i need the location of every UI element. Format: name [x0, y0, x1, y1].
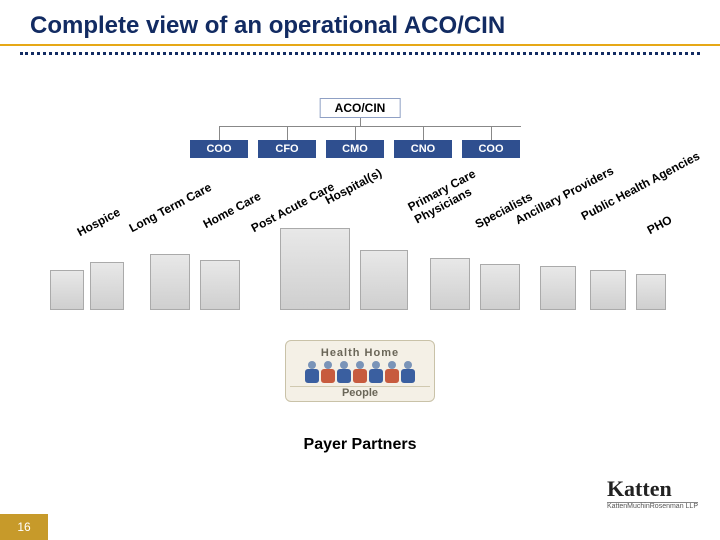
- org-root-box: ACO/CIN: [320, 98, 401, 118]
- person-icon: [385, 361, 399, 383]
- building-icon: [590, 270, 626, 310]
- logo-sub: KattenMuchinRosenman LLP: [607, 503, 698, 510]
- logo: Katten KattenMuchinRosenman LLP: [607, 476, 698, 510]
- connector: [355, 126, 356, 140]
- org-child-box: COO: [190, 140, 248, 158]
- dotted-rule: [20, 52, 700, 55]
- building-icon: [50, 270, 84, 310]
- buildings-row: [50, 200, 670, 310]
- page-number: 16: [17, 520, 30, 534]
- page-title: Complete view of an operational ACO/CIN: [30, 12, 720, 40]
- connector: [360, 118, 361, 126]
- building-icon: [480, 264, 520, 310]
- building-icon: [360, 250, 408, 310]
- people-label: People: [290, 386, 430, 399]
- building-icon: [90, 262, 124, 310]
- building-icon: [150, 254, 190, 310]
- building-icon: [280, 228, 350, 310]
- org-child-box: CFO: [258, 140, 316, 158]
- connector: [219, 126, 521, 127]
- people-arc-label: Health Home: [290, 347, 430, 359]
- org-child-box: CMO: [326, 140, 384, 158]
- person-icon: [401, 361, 415, 383]
- connector: [219, 126, 220, 140]
- person-icon: [353, 361, 367, 383]
- building-icon: [200, 260, 240, 310]
- person-icon: [305, 361, 319, 383]
- connector: [287, 126, 288, 140]
- people-box: Health Home People: [285, 340, 435, 402]
- person-icon: [369, 361, 383, 383]
- building-icon: [540, 266, 576, 310]
- person-icon: [321, 361, 335, 383]
- org-child-box: COO: [462, 140, 520, 158]
- connector: [423, 126, 424, 140]
- logo-name: Katten: [607, 476, 698, 503]
- building-icon: [636, 274, 666, 310]
- org-child-box: CNO: [394, 140, 452, 158]
- payer-partners-label: Payer Partners: [0, 436, 720, 454]
- people-icons: [290, 361, 430, 383]
- connector: [491, 126, 492, 140]
- page-number-chip: 16: [0, 514, 48, 540]
- building-icon: [430, 258, 470, 310]
- title-bar: Complete view of an operational ACO/CIN: [0, 0, 720, 46]
- person-icon: [337, 361, 351, 383]
